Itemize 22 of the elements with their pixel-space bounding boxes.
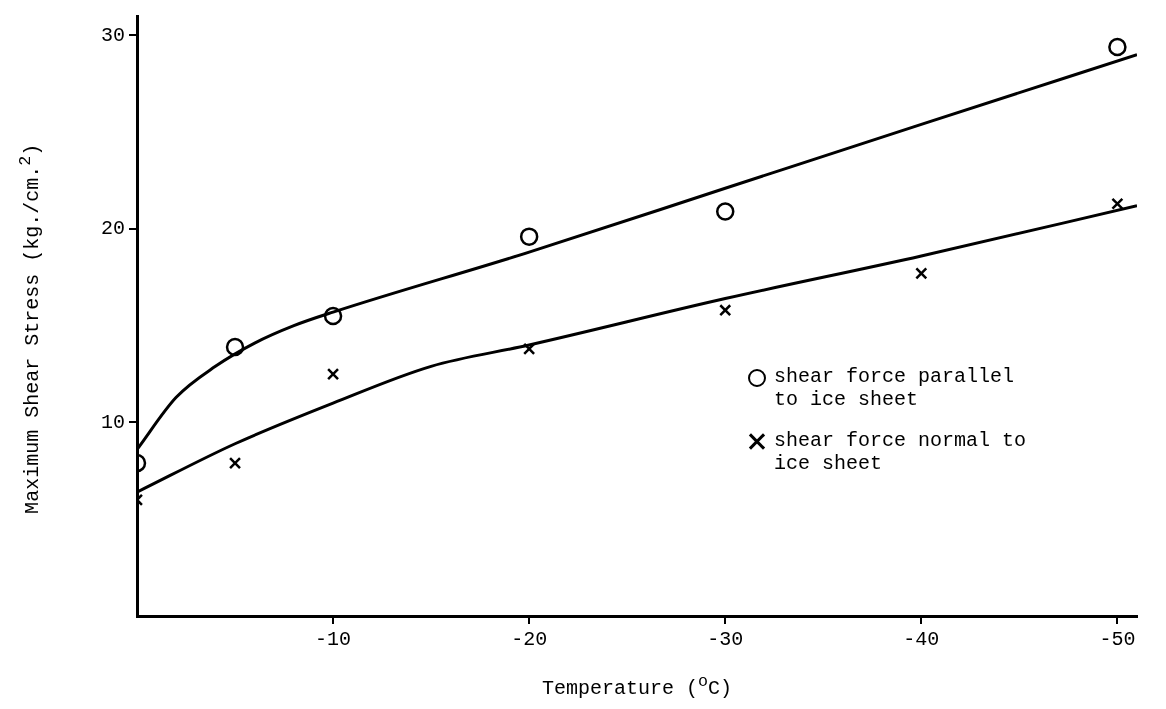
point	[519, 227, 539, 246]
x-tick-label: -20	[511, 628, 548, 652]
point	[323, 306, 343, 326]
y-tick-label: 10	[100, 410, 125, 434]
point	[915, 267, 928, 280]
y-tick-label: 30	[100, 23, 125, 47]
point	[715, 202, 735, 221]
x-tick-label: -50	[1099, 628, 1136, 652]
x-tick-label: -30	[707, 628, 744, 652]
x-tick-label: -10	[315, 628, 352, 652]
legend-label: shear force parallel to ice sheet	[774, 365, 1016, 411]
legend-label: shear force normal to ice sheet	[774, 429, 1028, 475]
x-axis-title: Temperature ($^{o}$C)	[540, 672, 733, 700]
y-tick-label: 20	[100, 217, 125, 241]
point	[719, 303, 732, 317]
point	[225, 337, 245, 357]
point	[1111, 197, 1124, 210]
point	[228, 456, 242, 470]
point	[1108, 37, 1127, 57]
point	[522, 342, 536, 356]
point	[326, 367, 340, 381]
x-tick-label: -40	[903, 628, 940, 652]
